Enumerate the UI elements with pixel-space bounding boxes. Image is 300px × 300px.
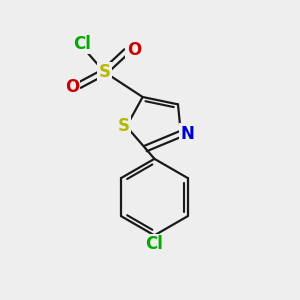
Text: Cl: Cl: [146, 235, 164, 253]
Text: N: N: [181, 125, 194, 143]
Text: O: O: [127, 41, 141, 59]
Text: O: O: [65, 78, 79, 96]
Text: S: S: [118, 117, 130, 135]
Text: S: S: [98, 63, 110, 81]
Text: Cl: Cl: [73, 35, 91, 53]
